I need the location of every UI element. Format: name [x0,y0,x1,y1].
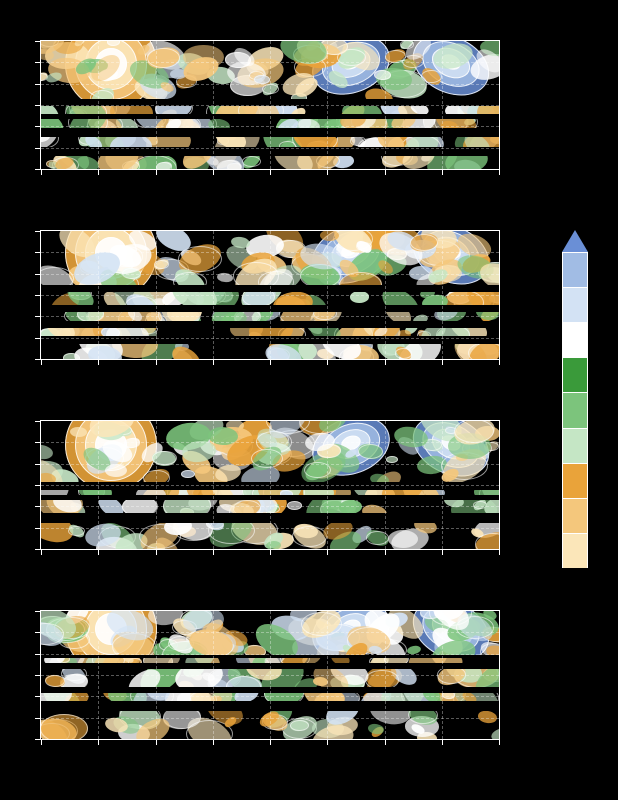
colorbar-cell-6 [562,463,588,498]
data-strip [41,312,499,321]
colorbar-cell-1 [562,287,588,322]
data-strip [41,669,499,687]
data-strip [41,156,499,169]
colorbar-cell-7 [562,498,588,533]
data-strip [41,523,499,549]
data-strip [41,500,499,513]
data-strip [41,490,499,495]
x-ticks [41,739,499,745]
data-strip [41,137,499,147]
panel-content [41,421,499,549]
map-panel-0 [40,40,500,170]
data-strip [41,611,499,655]
panel-content [41,41,499,169]
colorbar-cell-3 [562,357,588,392]
data-strip [41,658,499,663]
x-ticks [41,359,499,365]
data-strip [41,292,499,305]
panel-content [41,231,499,359]
map-panel-2 [40,420,500,550]
y-ticks [35,421,41,549]
data-strip [41,328,499,336]
map-panel-1 [40,230,500,360]
y-ticks [35,231,41,359]
y-ticks [35,611,41,739]
data-strip [41,119,499,128]
data-strip [41,106,499,114]
x-ticks [41,169,499,175]
colorbar-overflow-top [562,230,588,252]
map-panel-3 [40,610,500,740]
panel-content [41,611,499,739]
colorbar-cell-2 [562,322,588,357]
colorbar-cell-4 [562,392,588,427]
colorbar-cell-0 [562,252,588,287]
data-strip [41,344,499,359]
data-strip [41,711,499,739]
y-ticks [35,41,41,169]
colorbar [562,230,588,590]
data-strip [41,231,499,285]
data-strip [41,693,499,701]
colorbar-cell-8 [562,533,588,568]
x-ticks [41,549,499,555]
colorbar-overflow-bottom [562,568,588,590]
data-strip [41,41,499,99]
data-strip [41,421,499,482]
colorbar-cell-5 [562,428,588,463]
panels-container [40,40,500,760]
